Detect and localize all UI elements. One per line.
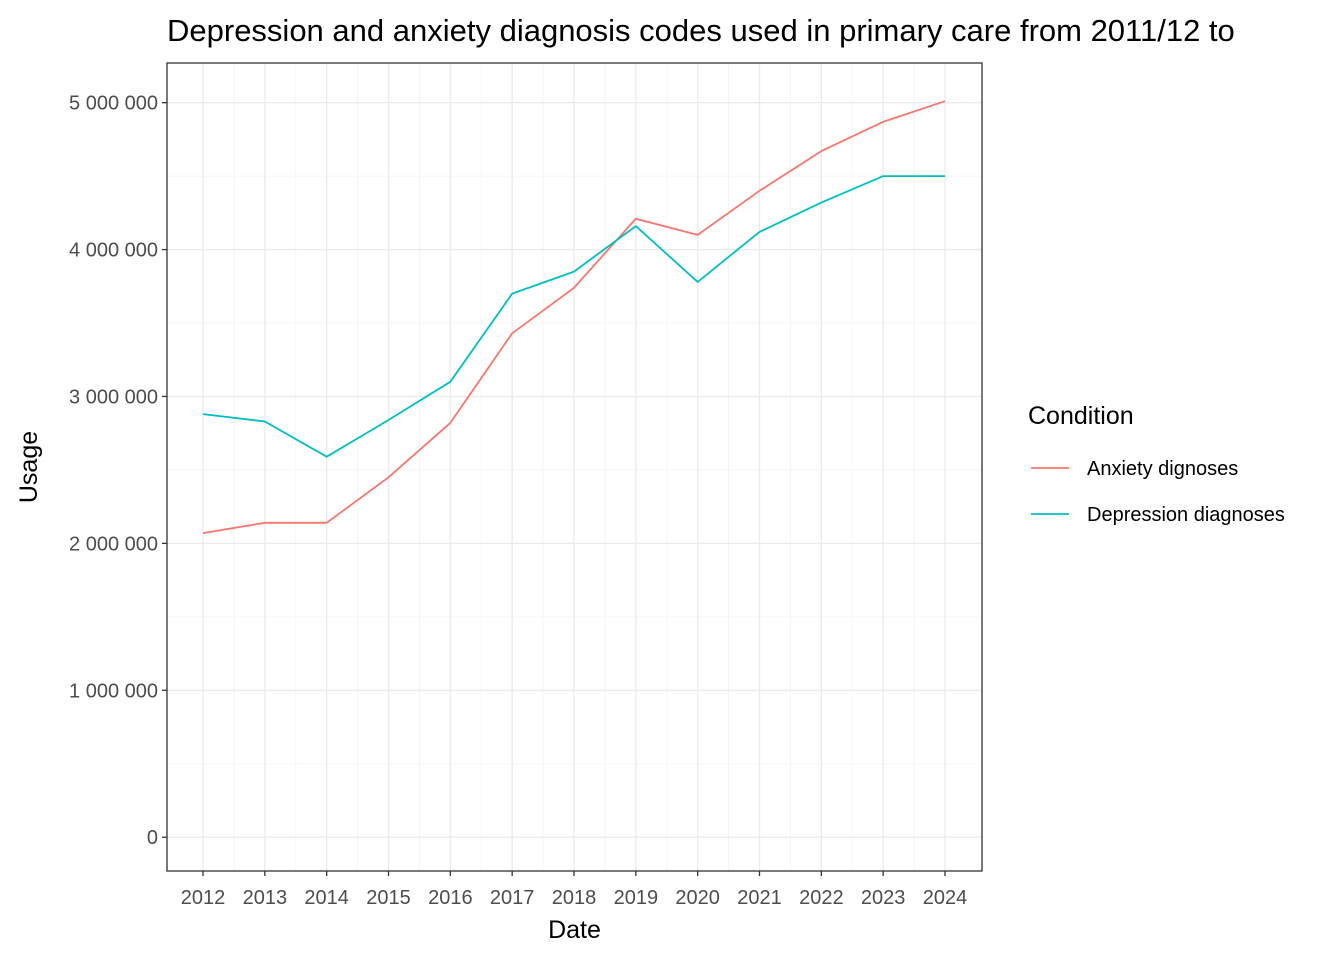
x-tick-label: 2022 (799, 887, 844, 909)
x-tick-label: 2017 (490, 887, 535, 909)
y-axis: 0 1 000 000 2 000 000 3 000 000 4 000 000 5 0… (69, 93, 167, 849)
y-tick-label: 3 000 000 (69, 386, 158, 408)
legend-title: Condition (1028, 402, 1134, 430)
x-tick-label: 2024 (923, 887, 968, 909)
series-line-anxiety-dignoses (202, 100, 946, 534)
x-tick-label: 2023 (861, 887, 906, 909)
x-axis: 2012 2013 2014 2015 2016 2017 2018 2019 2020 2021… (181, 871, 968, 909)
x-tick-label: 2018 (552, 887, 597, 909)
legend: Condition Anxiety dignoses Depression dia… (1028, 402, 1285, 526)
y-tick-label: 5 000 000 (69, 93, 158, 115)
legend-label-anxiety-dignoses: Anxiety dignoses (1087, 458, 1238, 480)
x-tick-label: 2020 (675, 887, 720, 909)
x-tick-label: 2016 (428, 887, 473, 909)
minor-gridlines (167, 63, 982, 871)
x-tick-label: 2019 (614, 887, 659, 909)
legend-label-depression-diagnoses: Depression diagnoses (1087, 504, 1285, 526)
x-tick-label: 2014 (304, 887, 349, 909)
y-tick-label: 4 000 000 (69, 240, 158, 262)
x-tick-label: 2015 (366, 887, 411, 909)
y-tick-label: 1 000 000 (69, 680, 158, 702)
x-tick-label: 2013 (243, 887, 288, 909)
y-tick-label: 2 000 000 (69, 533, 158, 555)
chart-title: Depression and anxiety diagnosis codes u… (167, 13, 1235, 48)
series-line-depression-diagnoses (202, 175, 945, 458)
major-gridlines (167, 63, 982, 871)
x-tick-label: 2021 (737, 887, 782, 909)
y-tick-label: 0 (147, 827, 158, 849)
x-tick-label: 2012 (181, 887, 226, 909)
y-axis-title: Usage (15, 431, 43, 503)
x-axis-title: Date (548, 916, 601, 944)
series-lines (202, 100, 946, 534)
